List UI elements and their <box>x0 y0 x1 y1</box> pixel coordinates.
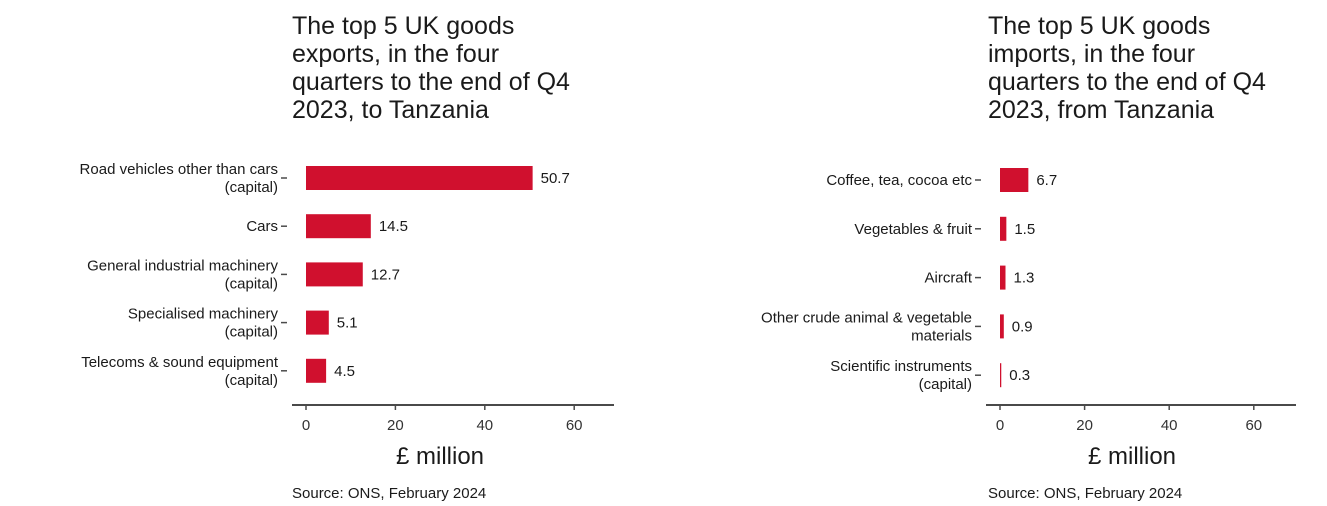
exports-category-label: General industrial machinery (capital) <box>87 257 278 292</box>
exports-x-tick-label: 60 <box>566 417 583 434</box>
exports-bar <box>306 262 363 287</box>
imports-source-note: Source: ONS, February 2024 <box>988 485 1183 502</box>
exports-category-label-line: (capital) <box>225 275 278 292</box>
exports-category-label-line: General industrial machinery <box>87 257 278 274</box>
exports-category-label: Specialised machinery (capital) <box>128 306 279 341</box>
exports-title-line: 2023, to Tanzania <box>292 96 489 124</box>
imports-category-label: Coffee, tea, cocoa etc <box>826 172 972 189</box>
imports-category-label-line: Coffee, tea, cocoa etc <box>826 172 972 189</box>
exports-category-label-line: Cars <box>246 218 278 235</box>
exports-title-line: exports, in the four <box>292 40 500 68</box>
imports-bar <box>1000 314 1004 339</box>
imports-bar <box>1000 363 1002 388</box>
exports-data-label: 12.7 <box>371 266 400 283</box>
exports-title-line: quarters to the end of Q4 <box>292 68 570 96</box>
exports-x-tick-label: 40 <box>476 417 493 434</box>
exports-data-label: 5.1 <box>337 315 358 332</box>
exports-bar <box>306 166 533 190</box>
imports-data-label: 1.5 <box>1014 221 1035 238</box>
imports-x-tick-label: 40 <box>1161 417 1178 434</box>
imports-bar <box>1000 265 1006 290</box>
imports-title-line: The top 5 UK goods <box>988 12 1211 40</box>
exports-x-axis-label: £ million <box>396 443 485 470</box>
imports-x-tick-label: 0 <box>996 417 1004 434</box>
imports-category-label: Other crude animal & vegetable materials <box>761 309 972 344</box>
imports-category-label: Vegetables & fruit <box>854 221 972 238</box>
imports-category-label: Aircraft <box>924 270 972 287</box>
imports-x-axis-label: £ million <box>1088 443 1177 470</box>
imports-category-label: Scientific instruments (capital) <box>830 358 972 393</box>
exports-x-tick-label: 20 <box>387 417 404 434</box>
imports-category-label-line: (capital) <box>919 376 972 393</box>
imports-data-label: 0.3 <box>1009 367 1030 384</box>
exports-source-note: Source: ONS, February 2024 <box>292 485 487 502</box>
imports-bar <box>1000 168 1029 192</box>
exports-title-line: The top 5 UK goods <box>292 12 515 40</box>
imports-category-label-line: Aircraft <box>924 270 972 287</box>
exports-chart-title: The top 5 UK goods exports, in the four … <box>292 12 570 124</box>
imports-data-label: 0.9 <box>1012 318 1033 335</box>
exports-bar <box>306 310 329 335</box>
exports-data-label: 14.5 <box>379 218 408 235</box>
imports-chart-title: The top 5 UK goods imports, in the four … <box>988 12 1266 124</box>
exports-chart-panel: The top 5 UK goods exports, in the four … <box>0 0 640 506</box>
exports-category-label-line: (capital) <box>225 324 278 341</box>
imports-bar <box>1000 216 1007 241</box>
imports-data-label: 6.7 <box>1036 172 1057 189</box>
exports-x-tick-label: 0 <box>302 417 310 434</box>
exports-data-label: 4.5 <box>334 363 355 380</box>
exports-category-label-line: Telecoms & sound equipment <box>81 354 279 371</box>
imports-chart-panel: The top 5 UK goods imports, in the four … <box>680 0 1320 506</box>
imports-category-label-line: materials <box>911 327 972 344</box>
imports-category-label-line: Other crude animal & vegetable <box>761 309 972 326</box>
imports-title-line: 2023, from Tanzania <box>988 96 1215 124</box>
imports-bar-chart: 0 20 40 60 Coffee, tea, cocoa etc 6.7 Vegetabl… <box>761 168 1296 434</box>
exports-data-label: 50.7 <box>541 170 570 187</box>
exports-category-label-line: (capital) <box>225 372 278 389</box>
imports-data-label: 1.3 <box>1013 270 1034 287</box>
exports-category-label-line: (capital) <box>225 179 278 196</box>
exports-bar <box>306 214 371 239</box>
imports-category-label-line: Vegetables & fruit <box>854 221 972 238</box>
exports-category-label: Cars <box>246 218 278 235</box>
exports-category-label-line: Road vehicles other than cars <box>80 161 278 178</box>
exports-bar <box>306 358 327 383</box>
imports-title-line: quarters to the end of Q4 <box>988 68 1266 96</box>
exports-category-label-line: Specialised machinery <box>128 306 279 323</box>
imports-category-label-line: Scientific instruments <box>830 358 972 375</box>
imports-x-tick-label: 20 <box>1076 417 1093 434</box>
imports-title-line: imports, in the four <box>988 40 1196 68</box>
imports-x-tick-label: 60 <box>1245 417 1262 434</box>
exports-category-label: Road vehicles other than cars (capital) <box>80 161 278 196</box>
exports-category-label: Telecoms & sound equipment (capital) <box>81 354 279 389</box>
